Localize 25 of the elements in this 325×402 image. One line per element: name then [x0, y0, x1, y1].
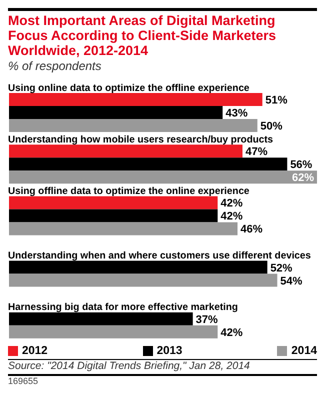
- data-label: 42%: [220, 210, 243, 223]
- data-label: 37%: [196, 314, 218, 326]
- legend-label: 2013: [156, 345, 182, 357]
- y-tick-label: Understanding when and where customers use different devices: [8, 250, 312, 262]
- chart-title: Most Important Areas of Digital Marketing Focus According to Client-Side Marketers Worldwide, 2012-2014: [8, 13, 278, 58]
- data-label: 42%: [220, 198, 243, 210]
- data-label: 42%: [220, 326, 243, 339]
- data-label: 62%: [292, 172, 314, 184]
- chart-subtitle: % of respondents: [8, 59, 102, 73]
- data-label: 46%: [240, 224, 263, 236]
- source-note: Source: "2014 Digital Trends Briefing," Jan 28, 2014: [8, 360, 317, 372]
- data-label: 50%: [260, 120, 283, 132]
- data-label: 51%: [265, 94, 288, 106]
- text: 169655: [8, 376, 317, 386]
- legend-label: 2012: [21, 345, 48, 357]
- legend-label: 2014: [290, 345, 317, 357]
- data-label: 43%: [226, 108, 248, 120]
- y-tick-label: Understanding how mobile users research/buy products: [8, 134, 274, 146]
- data-label: 47%: [245, 146, 268, 158]
- data-label: 56%: [290, 159, 312, 172]
- y-tick-label: Harnessing big data for more effective marketing: [8, 302, 238, 313]
- y-tick-label: Using online data to optimize the offline experience: [8, 82, 250, 94]
- y-tick-label: Using offline data to optimize the online experience: [8, 186, 250, 197]
- data-label: 52%: [270, 262, 293, 274]
- data-label: 54%: [280, 275, 302, 288]
